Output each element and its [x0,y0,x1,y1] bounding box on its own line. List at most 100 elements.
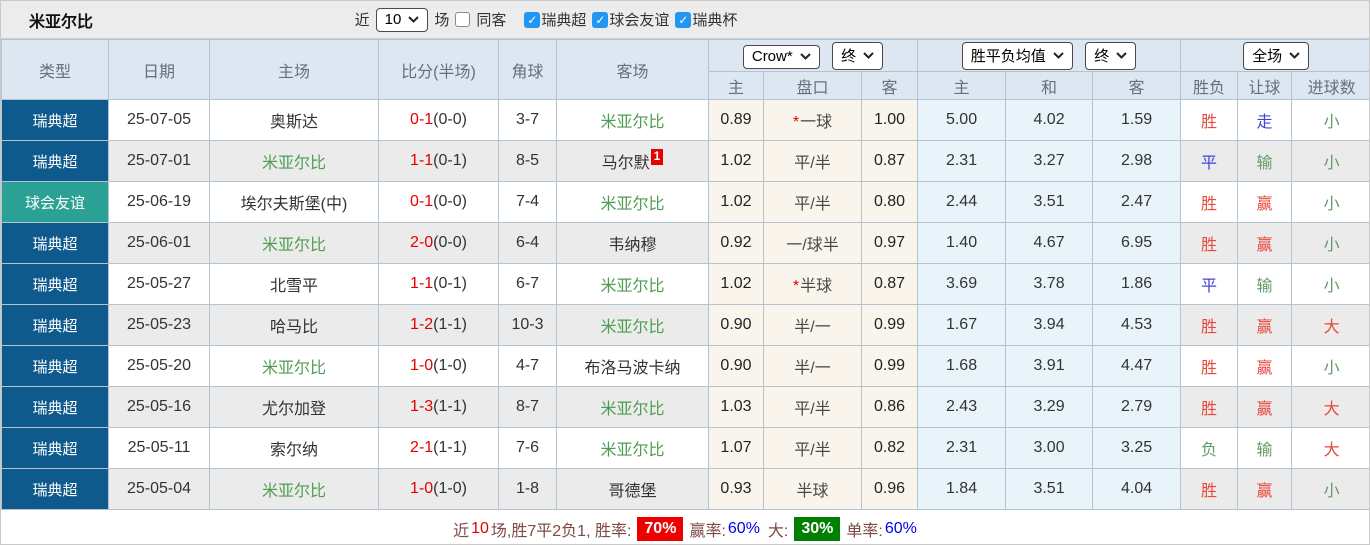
matches-label: 场 [434,12,450,29]
date-cell: 25-05-16 [108,386,210,428]
handicap-cell: *平/半 [763,181,862,223]
home-cell: 埃尔夫斯堡(中) [209,181,379,223]
home-team[interactable]: 埃尔夫斯堡(中) [240,196,348,213]
fulltime-score: 0-1 [410,111,434,128]
halftime-score: (1-0) [433,480,467,497]
mean-draw-cell: 3.27 [1005,140,1094,182]
home-team[interactable]: 米亚尔比 [261,483,326,500]
same-away-checkbox[interactable] [455,12,471,27]
mean-away-cell: 2.47 [1092,181,1182,223]
away-team[interactable]: 马尔默 [601,155,650,172]
score-cell: 1-0(1-0) [378,345,499,387]
chevron-down-icon [1289,51,1300,59]
mean-home-cell: 2.44 [917,181,1007,223]
match-type-cell: 瑞典超 [1,345,109,387]
mean-away-cell: 1.86 [1092,263,1182,305]
score-cell: 2-1(1-1) [378,427,499,469]
match-count-select[interactable]: 10 [375,7,429,32]
away-team[interactable]: 米亚尔比 [600,401,665,418]
goals-cell: 大 [1291,427,1369,469]
odds-away-cell: 0.87 [860,263,919,305]
odds-home-cell: 0.92 [708,222,764,264]
mean-draw-cell: 3.51 [1005,468,1094,510]
handicap-cell: *半球 [763,468,862,510]
result-cell: 平 [1180,140,1239,182]
handicap-cell: *半/一 [763,304,862,346]
date-cell: 25-05-20 [108,345,210,387]
col-header-home: 主场 [209,39,379,100]
league-2-label: 球会友谊 [609,12,670,29]
mean-state-select[interactable]: 终 [1085,41,1137,70]
halftime-score: (1-1) [433,439,467,456]
table-row: 瑞典超 25-07-05 奥斯达 0-1(0-0) 3-7 米亚尔比 0.89 … [1,99,1369,141]
match-type-cell: 瑞典超 [1,263,109,305]
fulltime-score: 0-1 [410,193,434,210]
fulltime-score: 1-2 [410,316,434,333]
mean-away-cell: 4.04 [1092,468,1182,510]
handicap-result-cell: 赢 [1237,222,1293,264]
away-team[interactable]: 哥德堡 [608,483,657,500]
result-cell: 胜 [1180,99,1239,141]
away-team[interactable]: 韦纳穆 [608,237,657,254]
chevron-down-icon [408,15,420,23]
mean-home-cell: 2.31 [917,427,1007,469]
mean-away-cell: 3.25 [1092,427,1182,469]
away-team[interactable]: 布洛马波卡纳 [584,360,681,377]
mean-home-cell: 5.00 [917,99,1007,141]
sub-header-handicap-result: 让球 [1237,71,1293,100]
home-cell: 奥斯达 [209,99,379,141]
odds-away-cell: 0.96 [860,468,919,510]
scope-select[interactable]: 全场 [1243,41,1310,70]
odds-company-select[interactable]: Crow* [742,44,820,69]
league-1-label: 瑞典超 [541,12,587,29]
match-type-cell: 瑞典超 [1,222,109,264]
mean-type-select[interactable]: 胜平负均值 [961,41,1073,70]
home-team[interactable]: 米亚尔比 [261,155,326,172]
odds-home-cell: 1.02 [708,140,764,182]
home-team[interactable]: 尤尔加登 [261,401,326,418]
league-3-checkbox[interactable] [675,11,692,28]
same-away-label: 同客 [476,12,507,29]
corner-cell: 10-3 [498,304,557,346]
home-team[interactable]: 奥斯达 [269,114,318,131]
home-team[interactable]: 米亚尔比 [261,360,326,377]
away-team[interactable]: 米亚尔比 [600,114,665,131]
home-team[interactable]: 米亚尔比 [261,237,326,254]
away-cell: 米亚尔比 [556,386,709,428]
mean-home-cell: 1.40 [917,222,1007,264]
table-row: 瑞典超 25-05-23 哈马比 1-2(1-1) 10-3 米亚尔比 0.90… [1,304,1369,346]
away-team[interactable]: 米亚尔比 [600,319,665,336]
home-cell: 哈马比 [209,304,379,346]
col-header-away: 客场 [556,39,709,100]
win-odds-value: 60% [727,519,760,537]
table-row: 瑞典超 25-05-11 索尔纳 2-1(1-1) 7-6 米亚尔比 1.07 … [1,427,1369,469]
handicap-text: 平/半 [794,155,831,172]
home-team[interactable]: 哈马比 [269,319,318,336]
date-cell: 25-07-05 [108,99,210,141]
date-cell: 25-06-01 [108,222,210,264]
away-cell: 米亚尔比 [556,181,709,223]
league-2-checkbox[interactable] [592,11,609,28]
big-rate-badge: 30% [794,516,841,541]
away-team[interactable]: 米亚尔比 [600,196,665,213]
home-cell: 尤尔加登 [209,386,379,428]
handicap-text: 半球 [800,278,833,295]
home-cell: 索尔纳 [209,427,379,469]
odds-away-cell: 0.82 [860,427,919,469]
away-team[interactable]: 米亚尔比 [600,278,665,295]
odds-state-select[interactable]: 终 [832,41,884,70]
handicap-text: 半球 [796,483,829,500]
match-type-cell: 瑞典超 [1,99,109,141]
home-cell: 米亚尔比 [209,345,379,387]
home-team[interactable]: 索尔纳 [269,442,318,459]
league-1-checkbox[interactable] [524,11,541,28]
handicap-result-cell: 输 [1237,140,1293,182]
handicap-result-cell: 赢 [1237,181,1293,223]
result-cell: 胜 [1180,304,1239,346]
away-team[interactable]: 米亚尔比 [600,442,665,459]
handicap-result-cell: 输 [1237,263,1293,305]
home-team[interactable]: 北雪平 [269,278,318,295]
summary-bar: 近 10 场,胜7平2负1, 胜率: 70% 赢率: 60% 大: 30% 单率: 60… [1,510,1369,544]
handicap-text: 半/一 [794,319,831,336]
mean-away-cell: 1.59 [1092,99,1182,141]
